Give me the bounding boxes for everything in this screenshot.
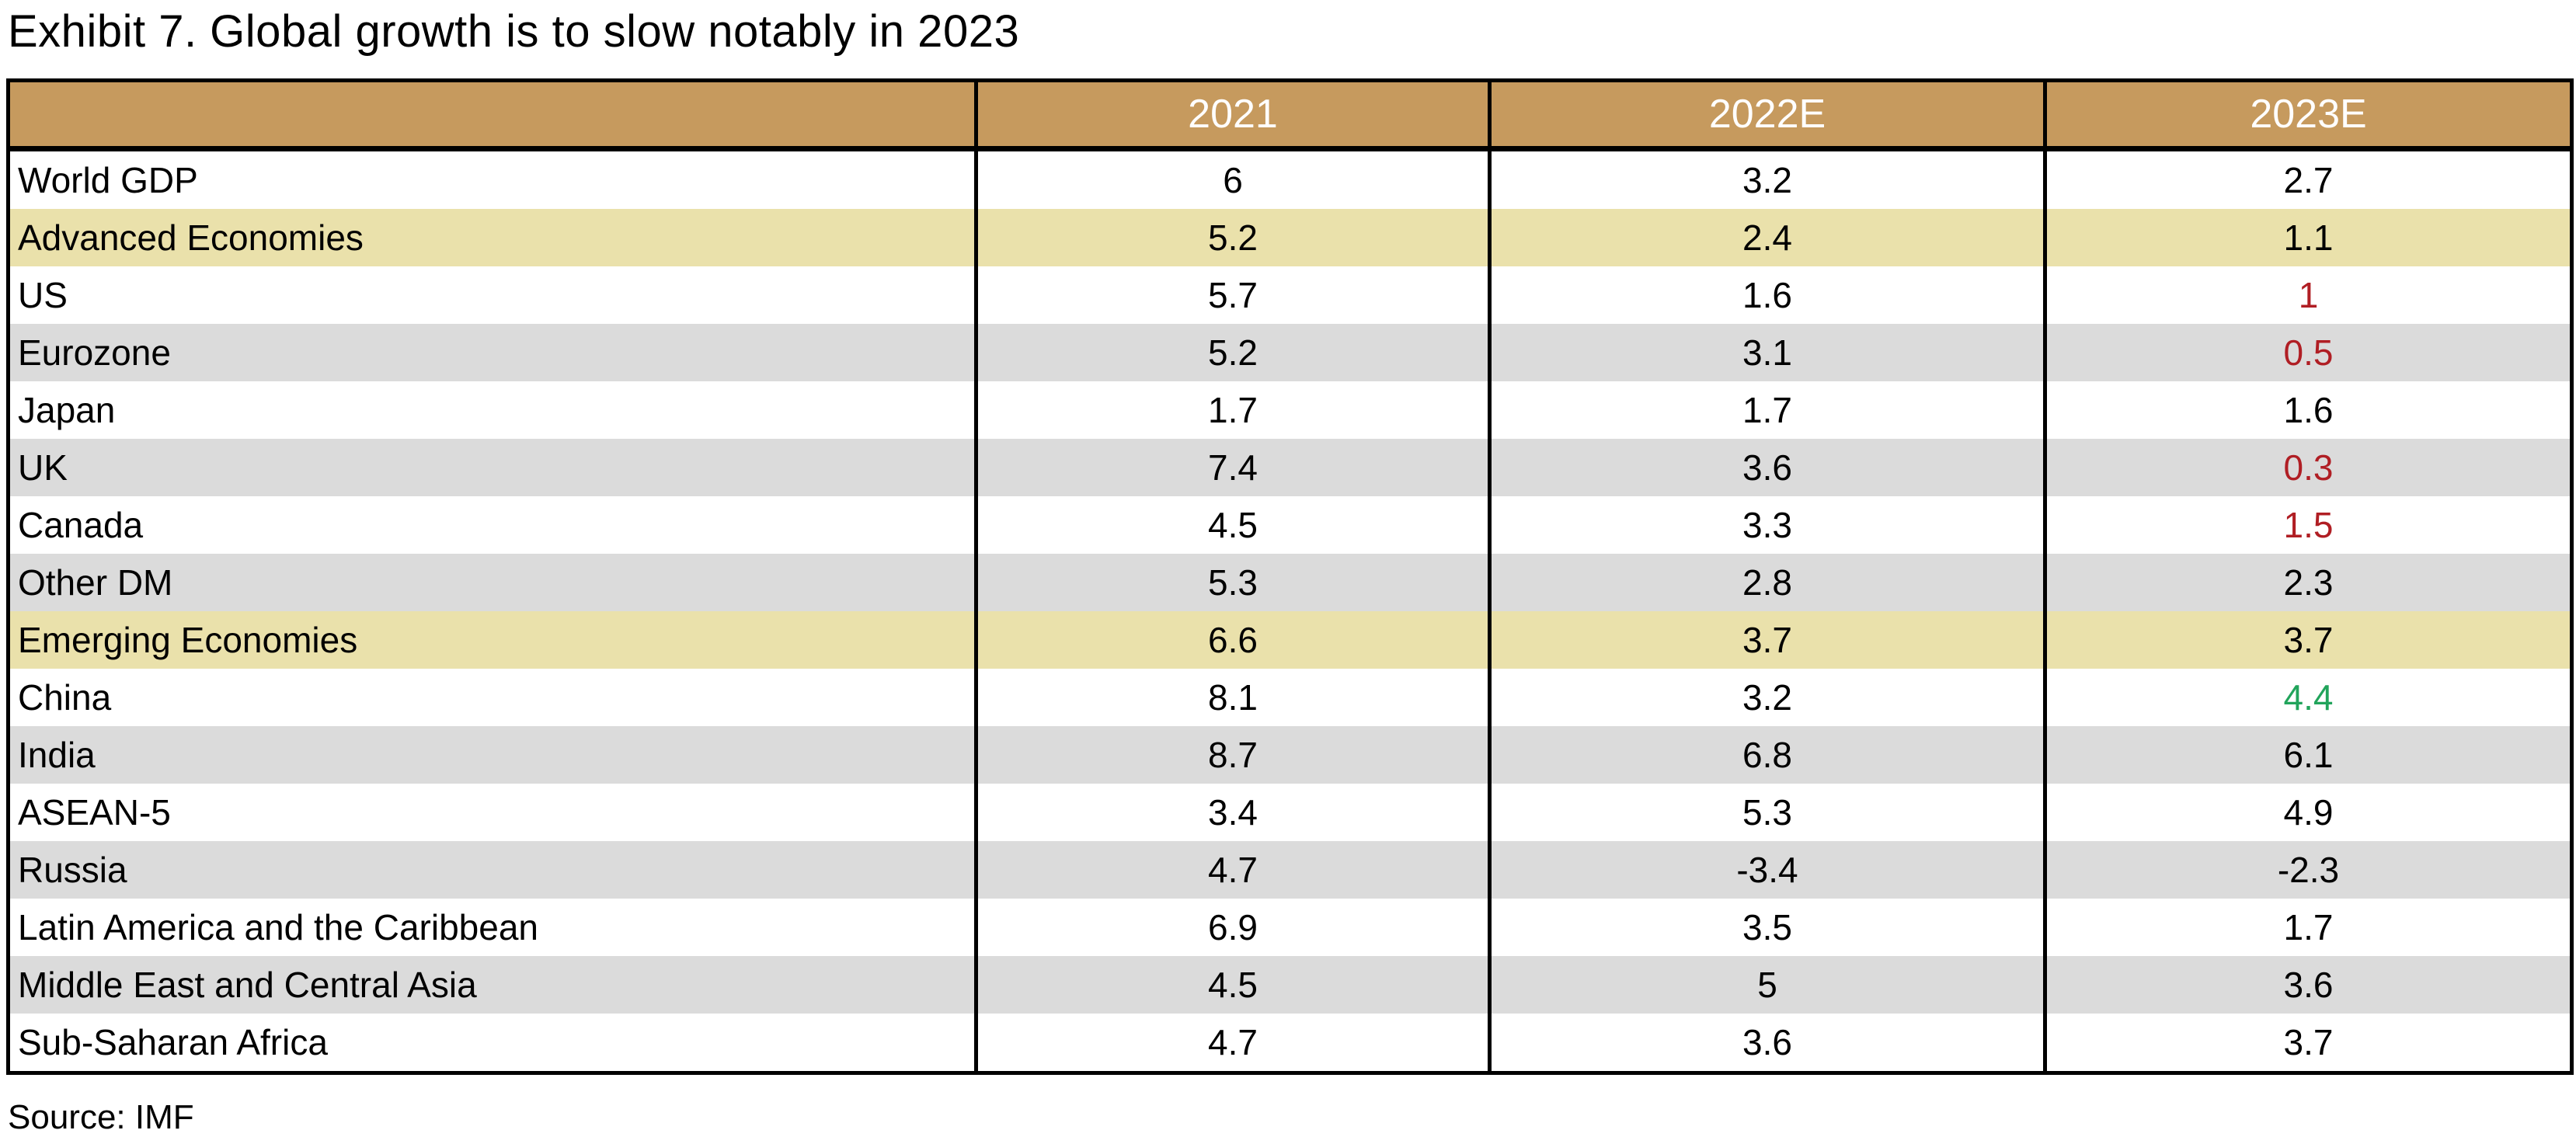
value-cell: 3.6 [1488,438,2045,496]
source-note: Source: IMF [8,1097,194,1136]
value-cell: 1.6 [2043,381,2572,439]
value-cell: 6.9 [974,898,1490,956]
row-label: India [18,734,96,775]
table-row: World GDP 6 3.2 2.7 [8,148,2572,209]
value-cell: 2.8 [1488,553,2045,611]
value-cell: 1.7 [1488,381,2045,439]
value-cell: 4.5 [974,495,1490,554]
value-cell: 3.5 [1488,898,2045,956]
row-label: World GDP [18,159,198,200]
value-cell: 3.7 [2043,1013,2572,1073]
value-cell: -2.3 [2043,840,2572,899]
table-row: India 8.7 6.8 6.1 [8,725,2572,784]
row-label: Latin America and the Caribbean [18,906,538,948]
row-label: Advanced Economies [18,217,364,258]
value-cell: 0.5 [2043,323,2572,381]
value-cell: 6.8 [1488,725,2045,784]
value-cell: 5.3 [1488,783,2045,841]
growth-table: 2021 2022E 2023E World GDP 6 3.2 2.7 Adv… [6,78,2574,1075]
table-row: Emerging Economies 6.6 3.7 3.7 [8,610,2572,669]
value-cell: 6.6 [974,610,1490,669]
value-cell: 0.3 [2043,438,2572,496]
value-cell: 1.1 [2043,208,2572,266]
exhibit-title: Exhibit 7. Global growth is to slow nota… [8,6,1020,57]
value-cell: 1 [2043,266,2572,324]
value-cell: 4.7 [974,840,1490,899]
value-cell: 6.1 [2043,725,2572,784]
value-cell: -3.4 [1488,840,2045,899]
value-cell: 3.2 [1488,148,2045,209]
column-header-2021: 2021 [974,80,1490,151]
row-label: Japan [18,389,116,430]
row-label: Other DM [18,562,173,603]
row-label: Eurozone [18,332,171,373]
value-cell: 1.5 [2043,495,2572,554]
row-label: Emerging Economies [18,619,358,660]
row-label: Canada [18,504,144,545]
column-header-2022e: 2022E [1488,80,2045,151]
table-row: Advanced Economies 5.2 2.4 1.1 [8,208,2572,266]
value-cell: 1.6 [1488,266,2045,324]
value-cell: 2.4 [1488,208,2045,266]
row-label: Middle East and Central Asia [18,964,477,1005]
table-header-row: 2021 2022E 2023E [8,80,2572,151]
value-cell: 1.7 [974,381,1490,439]
table-row: Other DM 5.3 2.8 2.3 [8,553,2572,611]
value-cell: 3.4 [974,783,1490,841]
table-row: Latin America and the Caribbean 6.9 3.5 … [8,898,2572,956]
value-cell: 3.7 [2043,610,2572,669]
table-row: UK 7.4 3.6 0.3 [8,438,2572,496]
value-cell: 6 [974,148,1490,209]
table-row: Eurozone 5.2 3.1 0.5 [8,323,2572,381]
value-cell: 2.7 [2043,148,2572,209]
value-cell: 4.4 [2043,668,2572,726]
table-row: ASEAN-5 3.4 5.3 4.9 [8,783,2572,841]
table-row: US 5.7 1.6 1 [8,266,2572,324]
value-cell: 7.4 [974,438,1490,496]
value-cell: 1.7 [2043,898,2572,956]
column-header-2023e: 2023E [2043,80,2572,151]
value-cell: 5.2 [974,208,1490,266]
value-cell: 5.2 [974,323,1490,381]
value-cell: 3.2 [1488,668,2045,726]
row-label: Russia [18,849,127,890]
value-cell: 5.3 [974,553,1490,611]
value-cell: 5.7 [974,266,1490,324]
row-label: UK [18,447,68,488]
table-row: China 8.1 3.2 4.4 [8,668,2572,726]
value-cell: 8.1 [974,668,1490,726]
table-row: Middle East and Central Asia 4.5 5 3.6 [8,955,2572,1014]
value-cell: 3.1 [1488,323,2045,381]
corner-header-cell [8,80,976,151]
value-cell: 2.3 [2043,553,2572,611]
row-label: ASEAN-5 [18,791,171,833]
row-label: US [18,274,68,315]
table-row: Canada 4.5 3.3 1.5 [8,495,2572,554]
value-cell: 3.7 [1488,610,2045,669]
value-cell: 4.7 [974,1013,1490,1073]
value-cell: 5 [1488,955,2045,1014]
table-row: Japan 1.7 1.7 1.6 [8,381,2572,439]
value-cell: 3.6 [2043,955,2572,1014]
table-row: Russia 4.7 -3.4 -2.3 [8,840,2572,899]
value-cell: 8.7 [974,725,1490,784]
value-cell: 4.9 [2043,783,2572,841]
value-cell: 3.6 [1488,1013,2045,1073]
value-cell: 3.3 [1488,495,2045,554]
table-row: Sub-Saharan Africa 4.7 3.6 3.7 [8,1013,2572,1073]
row-label: China [18,676,112,718]
row-label: Sub-Saharan Africa [18,1021,328,1062]
value-cell: 4.5 [974,955,1490,1014]
